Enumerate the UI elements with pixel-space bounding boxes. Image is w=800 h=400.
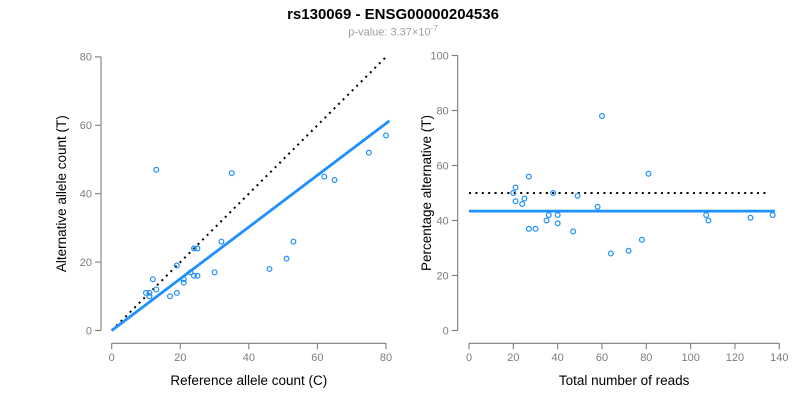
data-point [705, 217, 712, 224]
data-point [521, 195, 528, 202]
data-point [554, 220, 561, 227]
data-point [190, 245, 197, 252]
data-point [153, 286, 160, 293]
allele-counts-plot: 0 20 40 60 80 0 20 40 60 80 Reference allele count… [54, 52, 392, 388]
data-point [554, 212, 561, 219]
data-point [525, 173, 532, 180]
x-tick-label: 120 [726, 352, 744, 364]
data-point [532, 225, 539, 232]
x-tick-label: 60 [596, 352, 608, 364]
data-point [625, 247, 632, 254]
figure-subtitle: p-value: 3.37×10-7 [0, 24, 786, 39]
data-point [747, 214, 754, 221]
identity-line [110, 54, 389, 332]
percentage-alternative-plot: 0 20 40 60 80 100 120 140 0 20 40 60 80 100 Total numb… [419, 50, 788, 388]
data-point [570, 228, 577, 235]
y-tick-label: 80 [436, 105, 448, 117]
data-point [190, 272, 197, 279]
data-point [194, 272, 201, 279]
y-tick-label: 60 [436, 160, 448, 172]
data-point [173, 289, 180, 296]
x-tick-label: 100 [681, 352, 699, 364]
percentage-alternative-y-axis-title: Percentage alternative (T) [419, 115, 434, 271]
y-tick-label: 40 [436, 215, 448, 227]
data-point [187, 269, 194, 276]
data-point [283, 255, 290, 262]
pvalue-text: p-value: 3.37×10 [348, 26, 431, 39]
x-tick-label: 80 [640, 352, 652, 364]
data-point [365, 149, 372, 156]
y-tick-label: 20 [436, 270, 448, 282]
data-point [638, 236, 645, 243]
y-tick-label: 40 [80, 189, 92, 201]
x-tick-label: 40 [243, 352, 255, 364]
data-point [598, 112, 605, 119]
x-tick-label: 20 [507, 352, 519, 364]
x-tick-label: 40 [552, 352, 564, 364]
y-tick-label: 80 [80, 52, 92, 64]
data-point [594, 203, 601, 210]
data-point [266, 265, 273, 272]
x-tick-label: 60 [311, 352, 323, 364]
data-point [218, 238, 225, 245]
pvalue-exponent: -7 [430, 24, 438, 33]
data-point [543, 217, 550, 224]
data-point [142, 289, 149, 296]
data-point [228, 170, 235, 177]
data-point [510, 190, 517, 197]
data-point [194, 245, 201, 252]
data-point [146, 289, 153, 296]
data-point [607, 250, 614, 257]
data-point [321, 173, 328, 180]
percentage-alternative-x-axis-title: Total number of reads [559, 373, 690, 388]
data-point [331, 177, 338, 184]
figure-title: rs130069 - ENSG00000204536 [287, 6, 499, 23]
data-point [512, 198, 519, 205]
y-tick-label: 60 [80, 120, 92, 132]
x-tick-label: 20 [174, 352, 186, 364]
data-point [645, 170, 652, 177]
regression-line [110, 119, 391, 332]
data-point [149, 276, 156, 283]
y-tick-label: 100 [430, 50, 448, 62]
x-tick-label: 80 [380, 352, 392, 364]
data-point [545, 212, 552, 219]
allele-counts-x-axis-title: Reference allele count (C) [170, 373, 327, 388]
data-point [512, 184, 519, 191]
data-point [146, 293, 153, 300]
allele-counts-y-axis-title: Alternative allele count (T) [54, 115, 69, 272]
data-point [574, 192, 581, 199]
data-point [383, 132, 390, 139]
data-point [550, 190, 557, 197]
data-point [525, 225, 532, 232]
x-tick-label: 140 [770, 352, 788, 364]
x-tick-label: 0 [109, 352, 115, 364]
data-point [703, 212, 710, 219]
data-point [180, 279, 187, 286]
y-tick-label: 0 [443, 325, 449, 337]
data-point [173, 262, 180, 269]
y-tick-label: 0 [86, 325, 92, 337]
data-point [290, 238, 297, 245]
data-point [519, 201, 526, 208]
y-tick-label: 20 [80, 257, 92, 269]
data-point [180, 276, 187, 283]
x-tick-label: 0 [466, 352, 472, 364]
data-point [153, 166, 160, 173]
data-point [211, 269, 218, 276]
data-point [166, 293, 173, 300]
data-point [769, 212, 776, 219]
